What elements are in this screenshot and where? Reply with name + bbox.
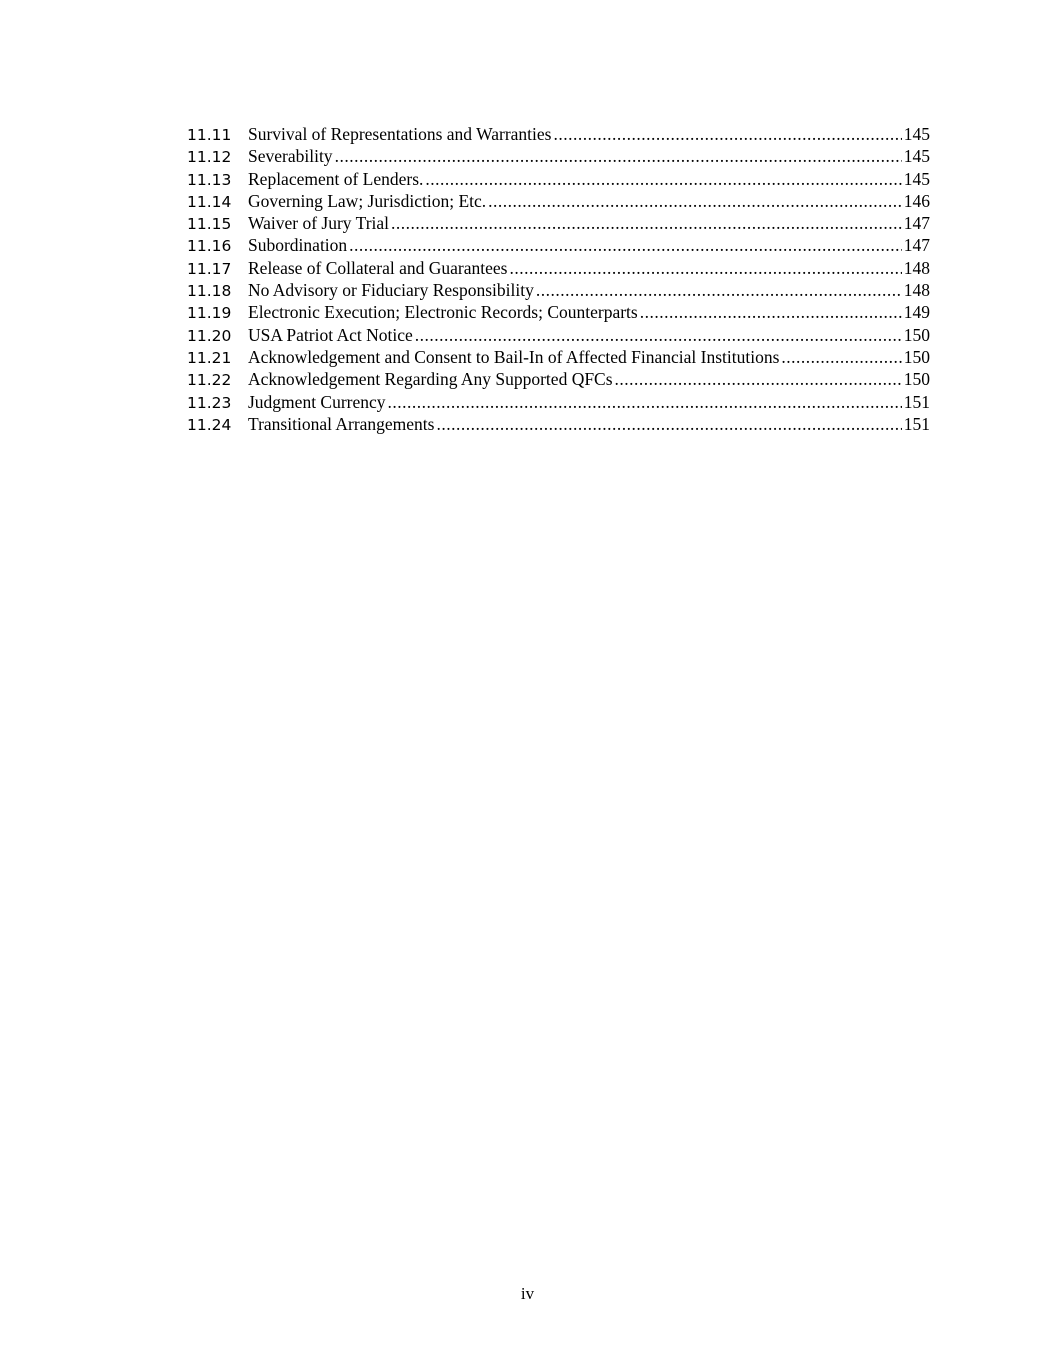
table-of-contents: 11.11 Survival of Representations and War… (187, 124, 930, 436)
dot-leader (615, 369, 902, 390)
page-ref: 151 (903, 413, 930, 434)
section-number: 11.24 (187, 415, 232, 434)
toc-entry[interactable]: 11.21 Acknowledgement and Consent to Bail… (187, 347, 930, 369)
page-ref: 150 (903, 369, 930, 390)
dot-leader (509, 258, 901, 279)
dot-leader (391, 213, 902, 234)
page-ref: 146 (903, 190, 930, 211)
section-title: Release of Collateral and Guarantees (248, 257, 508, 278)
page-ref: 149 (903, 302, 930, 323)
section-number: 11.17 (187, 259, 232, 278)
section-number: 11.13 (187, 170, 232, 189)
dot-leader (553, 124, 901, 145)
dot-leader (349, 235, 902, 256)
toc-entry[interactable]: 11.14 Governing Law; Jurisdiction; Etc. 14… (187, 191, 930, 213)
dot-leader (335, 146, 902, 167)
dot-leader (425, 169, 901, 190)
toc-entry[interactable]: 11.12 Severability 145 (187, 146, 930, 168)
section-number: 11.18 (187, 282, 232, 301)
toc-entry[interactable]: 11.15 Waiver of Jury Trial 147 (187, 213, 930, 235)
section-number: 11.14 (187, 192, 232, 211)
page-ref: 150 (903, 346, 930, 367)
toc-entry[interactable]: 11.22 Acknowledgement Regarding Any Suppo… (187, 369, 930, 391)
section-number: 11.16 (187, 237, 232, 256)
section-title: Survival of Representations and Warranti… (248, 124, 552, 144)
toc-entry[interactable]: 11.11 Survival of Representations and War… (187, 124, 930, 146)
page-ref: 150 (903, 324, 930, 345)
page-ref: 148 (903, 257, 930, 278)
page-ref: 151 (903, 391, 930, 412)
page-ref: 145 (903, 124, 930, 144)
toc-entry[interactable]: 11.20 USA Patriot Act Notice 150 (187, 325, 930, 347)
section-title: Governing Law; Jurisdiction; Etc. (248, 190, 487, 211)
section-number: 11.11 (187, 126, 232, 144)
section-title: Acknowledgement Regarding Any Supported … (248, 369, 613, 390)
section-title: Acknowledgement and Consent to Bail-In o… (248, 346, 780, 367)
dot-leader (388, 392, 902, 413)
toc-entry[interactable]: 11.16 Subordination 147 (187, 235, 930, 257)
section-number: 11.22 (187, 371, 232, 390)
page-ref: 147 (903, 235, 930, 256)
toc-entry[interactable]: 11.13 Replacement of Lenders. 145 (187, 169, 930, 191)
section-title: Judgment Currency (248, 391, 386, 412)
page-ref: 148 (903, 280, 930, 301)
dot-leader (640, 302, 902, 323)
toc-entry[interactable]: 11.19 Electronic Execution; Electronic Re… (187, 302, 930, 324)
section-number: 11.23 (187, 393, 232, 412)
section-title: No Advisory or Fiduciary Responsibility (248, 280, 534, 301)
section-title: Replacement of Lenders. (248, 168, 424, 189)
section-title: Waiver of Jury Trial (248, 213, 390, 234)
toc-entry[interactable]: 11.17 Release of Collateral and Guarantee… (187, 258, 930, 280)
dot-leader (415, 325, 902, 346)
dot-leader (781, 347, 901, 368)
toc-entry[interactable]: 11.24 Transitional Arrangements 151 (187, 414, 930, 436)
page-ref: 145 (903, 168, 930, 189)
section-title: USA Patriot Act Notice (248, 324, 413, 345)
toc-entry[interactable]: 11.23 Judgment Currency 151 (187, 392, 930, 414)
section-number: 11.15 (187, 215, 232, 234)
page-ref: 147 (903, 213, 930, 234)
page-number: iv (520, 1284, 535, 1303)
section-number: 11.12 (187, 148, 232, 167)
section-number: 11.19 (187, 304, 232, 323)
section-title: Electronic Execution; Electronic Records… (248, 302, 638, 323)
dot-leader (488, 191, 902, 212)
section-title: Severability (248, 146, 333, 167)
section-number: 11.20 (187, 326, 232, 345)
section-number: 11.21 (187, 348, 232, 367)
section-title: Transitional Arrangements (248, 413, 435, 434)
page-ref: 145 (903, 146, 930, 167)
dot-leader (436, 414, 901, 435)
toc-entry[interactable]: 11.18 No Advisory or Fiduciary Responsibi… (187, 280, 930, 302)
section-title: Subordination (248, 235, 348, 256)
dot-leader (536, 280, 902, 301)
